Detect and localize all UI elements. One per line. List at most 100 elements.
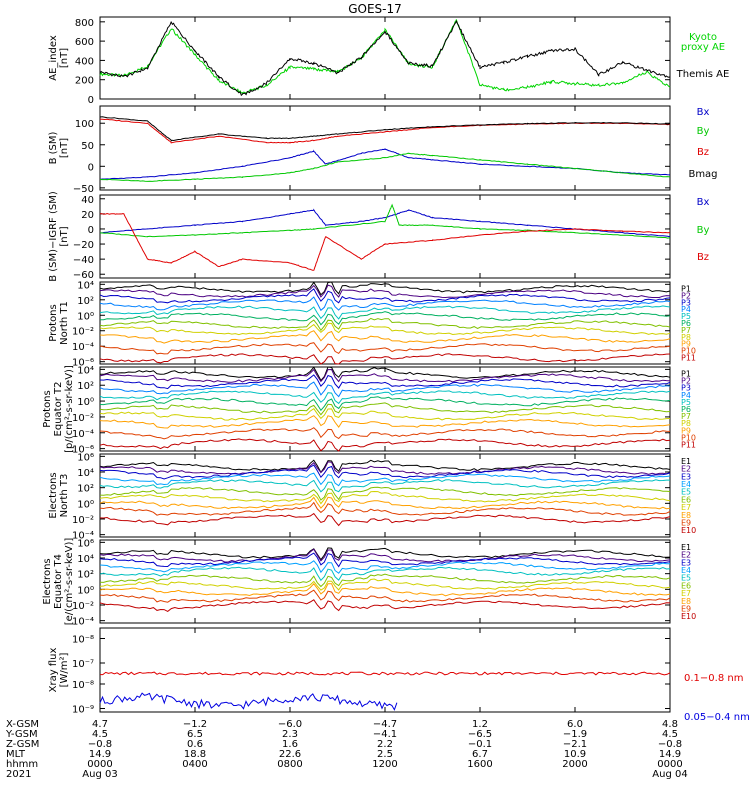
y-axis-label-line: Equator T4 [53, 554, 64, 609]
y-axis-label: Xray flux[W/m²] [48, 648, 70, 693]
series-line-e2 [99, 461, 671, 475]
y-tick-label: 10⁻² [72, 413, 94, 424]
series-line-e4 [99, 560, 671, 574]
legend-entry: P1 [681, 370, 691, 379]
legend-entry-line: proxy AE [681, 42, 725, 53]
x-axis-value: 0000 [657, 759, 682, 770]
series-line-e5 [99, 566, 671, 582]
series-line-e4 [99, 472, 671, 487]
legend-entry: P6 [681, 405, 691, 414]
y-axis-label-line: [e/(cm²-s-sr-keV)] [64, 538, 75, 626]
x-axis-value: 2.3 [282, 729, 298, 740]
series-line-p5 [99, 390, 671, 405]
x-axis-value: 0.6 [187, 739, 203, 750]
series-line-p2 [99, 284, 671, 299]
series-line-p8 [99, 408, 671, 421]
x-axis-value: 1600 [467, 759, 492, 770]
series-line-e9 [99, 501, 671, 516]
y-tick-label: 10⁻⁷ [72, 659, 94, 670]
y-tick-label: 10² [77, 381, 94, 392]
series-line-e1 [99, 459, 671, 474]
x-axis-row-label: X-GSM [6, 719, 39, 730]
y-tick-label: 800 [75, 18, 94, 29]
x-axis-value: −1.9 [563, 729, 587, 740]
y-tick-label: 100 [75, 119, 94, 130]
series-line-bz [99, 212, 671, 271]
y-tick-label: 10⁻⁸ [72, 680, 94, 691]
y-axis-label-line: North T1 [59, 301, 70, 345]
legend-entry: Themis AE [676, 69, 730, 80]
x-axis-value: 0800 [277, 759, 302, 770]
series-line-bz [99, 118, 671, 144]
series-line-bmag [99, 116, 671, 142]
legend-entry: P5 [681, 312, 691, 321]
y-tick-label: 10⁻² [72, 327, 94, 338]
legend-entry: E6 [681, 495, 691, 504]
y-tick-label: 10⁴ [77, 280, 94, 291]
legend-entry: E8 [681, 597, 691, 606]
series-line-by [99, 203, 671, 239]
y-tick-label: 10² [77, 570, 94, 581]
series-line-p6 [99, 396, 671, 412]
x-axis-value: −2.1 [563, 739, 587, 750]
y-axis-label-line: B (SM)−IGRF (SM) [48, 191, 59, 282]
series-line-p1 [99, 281, 671, 296]
y-tick-label: −50 [73, 184, 94, 195]
x-axis-value: 2.5 [377, 749, 393, 760]
x-axis-value: 14.9 [659, 749, 681, 760]
series-line-p4 [99, 381, 671, 398]
x-axis-value: 6.7 [472, 749, 488, 760]
y-tick-label: 0 [88, 95, 94, 106]
y-tick-label: 10⁰ [77, 311, 94, 322]
y-tick-label: 10⁻⁹ [72, 705, 94, 716]
legend-entry: P9 [681, 340, 691, 349]
series-line-e7 [99, 578, 671, 591]
y-axis-label: ElectronsNorth T3 [48, 472, 70, 518]
legend-entry: Bx [697, 197, 710, 208]
series-line-bx [99, 148, 671, 180]
legend-entry: E9 [681, 518, 691, 527]
x-axis-value: −0.8 [88, 739, 112, 750]
y-axis-label-line: Xray flux [48, 648, 59, 693]
y-tick-label: 10⁰ [77, 397, 94, 408]
legend-entry-line: Bmag [688, 169, 717, 180]
y-tick-label: 10⁶ [77, 452, 94, 463]
y-tick-label: 10⁻⁶ [72, 445, 94, 456]
legend-entry-line: Kyoto [689, 32, 717, 43]
y-tick-label: 10⁰ [77, 499, 94, 510]
y-tick-label: 0 [88, 162, 94, 173]
x-axis-value: Aug 03 [82, 769, 117, 780]
series-line-e3 [99, 552, 671, 568]
series-line-p9 [99, 330, 671, 344]
series-line-by [99, 152, 671, 182]
y-tick-label: 10⁻⁶ [72, 358, 94, 369]
legend-entry: P4 [681, 391, 691, 400]
x-axis-row-label: MLT [6, 749, 26, 760]
panel-bsm: 100 50 0 −50 B (SM)[nT] Bx By Bz Bmag [48, 105, 718, 195]
panel-ae: 800 600 400 200 0 AE_index[nT] Kyoto proxy AE Th… [48, 16, 730, 106]
legend-entry-line: By [697, 225, 710, 236]
x-axis-value: 18.8 [184, 749, 206, 760]
panel-xray: 10⁻⁸ 10⁻⁷ 10⁻⁸ 10⁻⁹ Xray flux[W/m²] 0.1−0.8 n… [48, 627, 750, 723]
y-tick-label: 10⁶ [77, 538, 94, 549]
legend-entry: E1 [681, 457, 691, 466]
series-line-p8 [99, 322, 671, 336]
x-axis-row-label: hhmm [6, 759, 38, 770]
legend-entry: E6 [681, 581, 691, 590]
legend-entry: P11 [681, 440, 696, 449]
panel-protons_t1: 10⁴ 10² 10⁰ 10⁻² 10⁻⁴ 10⁻⁶ ProtonsNorth T1 P1P2… [48, 280, 696, 368]
legend-entry: Kyoto proxy AE [681, 32, 725, 53]
x-axis-table: X-GSM 4.7 −1.2 −6.0 −4.7 1.2 6.0 4.8 Y-GSM 4.5 6.5… [5, 719, 688, 780]
y-tick-label: 20 [81, 210, 94, 221]
legend-entry: E8 [681, 511, 691, 520]
series-line-e2 [99, 548, 671, 563]
series-line-p10 [99, 342, 671, 355]
series-line-p2 [99, 368, 671, 383]
y-tick-label: 10⁴ [77, 468, 94, 479]
x-axis-value: 1.6 [282, 739, 298, 750]
series-line-p10 [99, 427, 671, 440]
series-line-themis-ae [99, 20, 671, 97]
y-axis-label-line: B (SM) [48, 131, 59, 164]
x-axis-value: −4.7 [373, 719, 397, 730]
